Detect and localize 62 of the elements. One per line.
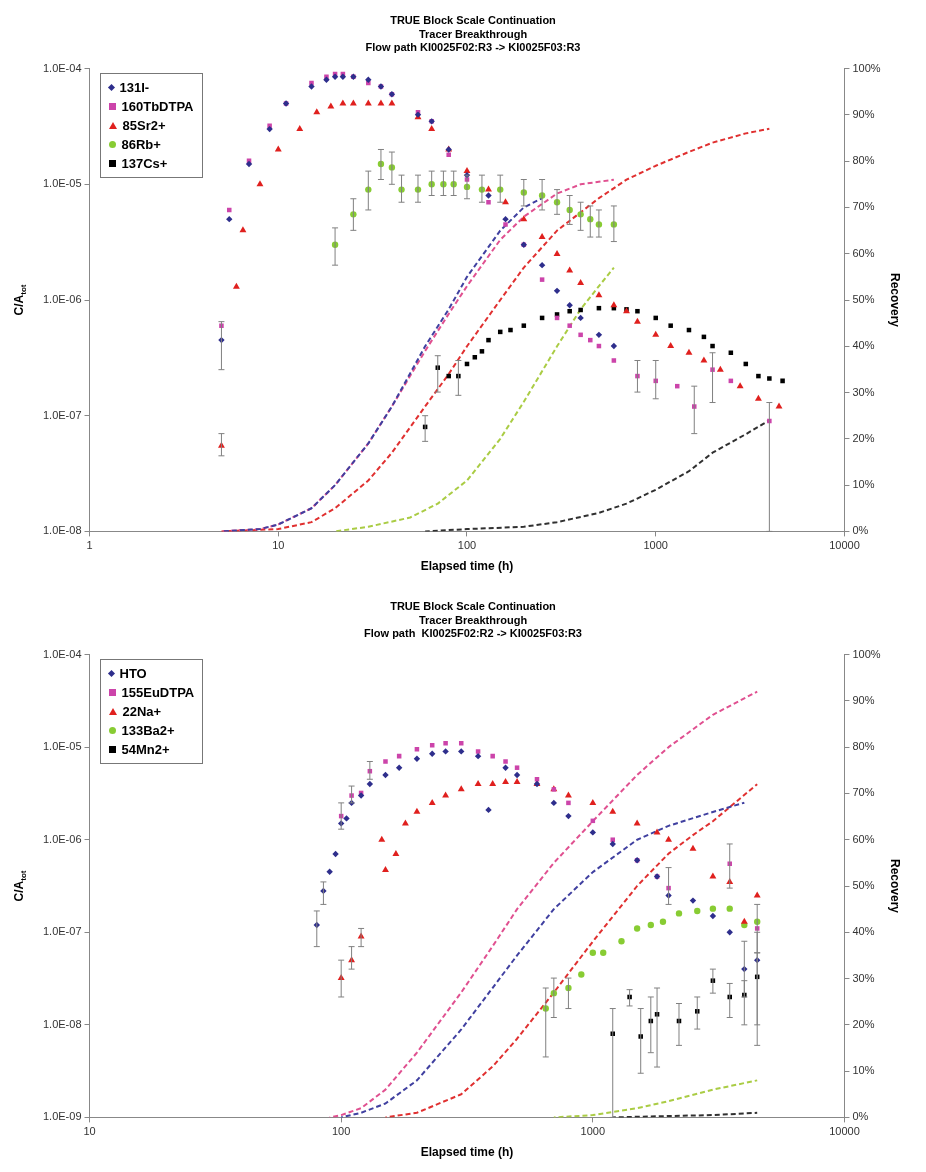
y2-tick-label: 40%	[852, 925, 875, 938]
x-tick-label: 10	[272, 539, 285, 552]
y2-tick-label: 80%	[852, 154, 875, 167]
y2-tick-label: 30%	[852, 385, 875, 398]
y2-tick-label: 60%	[852, 246, 875, 259]
y2-tick-label: 50%	[852, 879, 875, 892]
y2-tick-label: 20%	[852, 431, 875, 444]
x-tick-label: 10	[83, 1125, 96, 1138]
x-tick-label: 100	[331, 1125, 351, 1138]
y-axis-title: C/Atot	[11, 870, 28, 902]
x-tick-label: 10000	[829, 1125, 860, 1138]
legend-label: 85Sr2+	[122, 117, 166, 133]
y-tick-label: 1.0E-07	[43, 925, 82, 938]
y-tick-label: 1.0E-04	[43, 647, 82, 660]
y-axis-title: C/Atot	[11, 284, 28, 316]
y2-tick-label: 60%	[852, 832, 875, 845]
x-axis-title: Elapsed time (h)	[420, 559, 514, 574]
y2-tick-label: 0%	[852, 1110, 869, 1123]
y-tick-label: 1.0E-06	[43, 293, 82, 306]
y2-tick-label: 90%	[852, 693, 875, 706]
y2-tick-label: 100%	[852, 647, 881, 660]
legend-label: 155EuDTPA	[121, 684, 195, 700]
y-tick-label: 1.0E-06	[43, 832, 82, 845]
legend-label: 54Mn2+	[121, 741, 170, 757]
y-tick-label: 1.0E-04	[43, 61, 82, 74]
x-tick-label: 1	[86, 539, 93, 552]
legend-label: 131I-	[119, 79, 150, 95]
chart-title: TRUE Block Scale Continuation	[390, 13, 557, 26]
y-tick-label: 1.0E-09	[43, 1110, 82, 1123]
y2-tick-label: 80%	[852, 740, 875, 753]
x-tick-label: 1000	[643, 539, 668, 552]
y2-tick-label: 70%	[852, 786, 875, 799]
y2-tick-label: 10%	[852, 478, 875, 491]
y2-tick-label: 0%	[852, 524, 869, 537]
legend-label: 86Rb+	[121, 136, 161, 152]
x-tick-label: 10000	[829, 539, 860, 552]
chart-subtitle: Tracer Breakthrough Flow path KI0025F02:R2 -> KI0025F03:R3	[364, 613, 582, 640]
y2-tick-label: 90%	[852, 107, 875, 120]
legend-label: HTO	[119, 665, 147, 681]
y2-tick-label: 20%	[852, 1017, 875, 1030]
x-tick-label: 100	[457, 539, 477, 552]
y-tick-label: 1.0E-08	[43, 1017, 82, 1030]
x-axis-title: Elapsed time (h)	[420, 1145, 514, 1160]
y2-tick-label: 70%	[852, 200, 875, 213]
chart-title: TRUE Block Scale Continuation	[390, 599, 557, 612]
legend-label: 137Cs+	[121, 155, 168, 171]
chart-subtitle: Tracer Breakthrough Flow path KI0025F02:R3 -> KI0025F03:R3	[365, 27, 581, 54]
y-tick-label: 1.0E-05	[43, 177, 82, 190]
y2-tick-label: 40%	[852, 339, 875, 352]
legend-label: 160TbDTPA	[121, 98, 194, 114]
y2-tick-label: 10%	[852, 1064, 875, 1077]
y2-axis-title: Recovery	[888, 272, 903, 328]
x-tick-label: 1000	[580, 1125, 606, 1138]
y2-tick-label: 50%	[852, 293, 875, 306]
legend-label: 22Na+	[122, 703, 162, 719]
y2-axis-title: Recovery	[888, 858, 903, 914]
y-tick-label: 1.0E-07	[43, 408, 82, 421]
y2-tick-label: 100%	[852, 61, 881, 74]
legend-label: 133Ba2+	[121, 722, 175, 738]
y2-tick-label: 30%	[852, 971, 875, 984]
y-tick-label: 1.0E-05	[43, 740, 82, 753]
y-tick-label: 1.0E-08	[43, 524, 82, 537]
